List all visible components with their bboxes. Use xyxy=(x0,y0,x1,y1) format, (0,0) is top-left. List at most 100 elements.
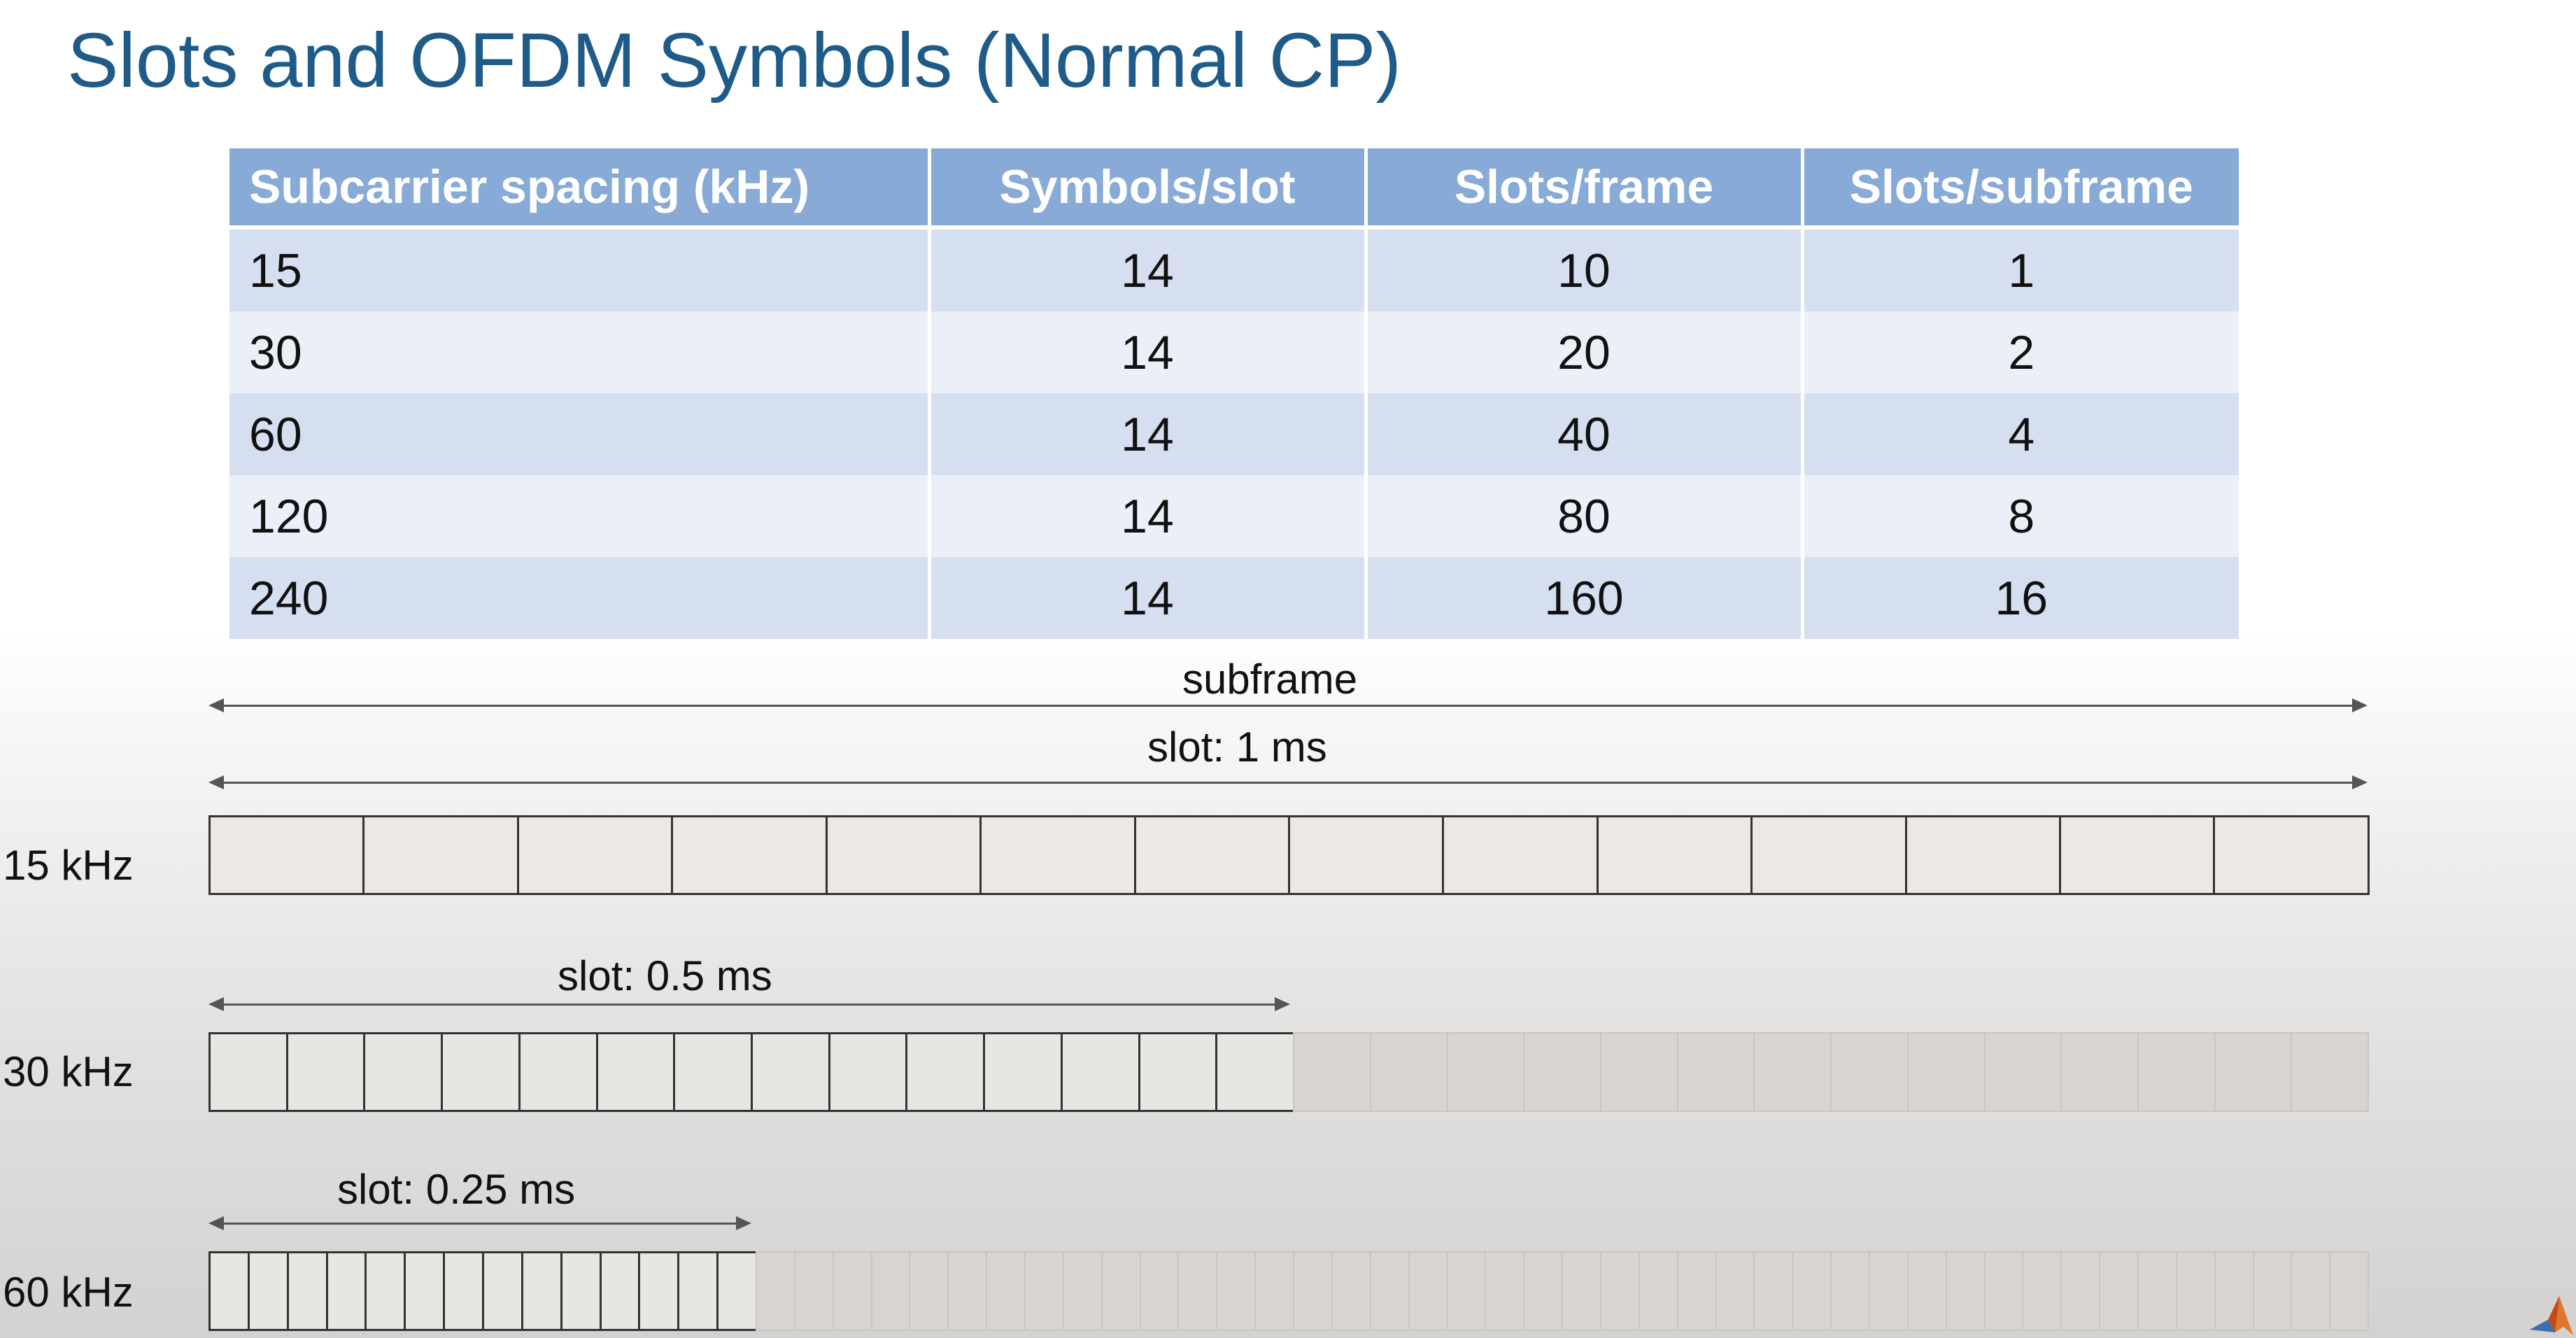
slide-title: Slots and OFDM Symbols (Normal CP) xyxy=(67,17,1402,104)
ofdm-symbol-cell xyxy=(521,1251,562,1331)
header-symbols-per-slot: Symbols/slot xyxy=(929,148,1368,230)
ofdm-symbol-cell-dimmed xyxy=(1868,1251,1909,1331)
ofdm-symbol-cell-dimmed xyxy=(1830,1251,1870,1331)
ofdm-symbol-cell xyxy=(673,1032,753,1112)
ofdm-symbol-cell xyxy=(516,815,674,895)
ofdm-symbol-cell-dimmed xyxy=(2214,1032,2293,1112)
ofdm-symbol-cell xyxy=(208,1251,250,1331)
ofdm-symbol-cell-dimmed xyxy=(1792,1251,1832,1331)
ofdm-symbol-cell xyxy=(404,1251,446,1331)
slot-duration-label-15khz: slot: 1 ms xyxy=(1147,724,1327,770)
ofdm-symbol-cell-dimmed xyxy=(1293,1032,1371,1112)
ofdm-symbol-cell xyxy=(247,1251,289,1331)
ofdm-symbol-cell xyxy=(825,815,982,895)
table-cell: 80 xyxy=(1366,475,1804,557)
ofdm-symbol-cell-dimmed xyxy=(1024,1251,1064,1331)
ofdm-symbol-cell xyxy=(482,1251,523,1331)
ofdm-symbol-cell xyxy=(1596,815,1753,895)
header-slots-per-subframe: Slots/subframe xyxy=(1802,148,2239,230)
slot-arrow-30khz xyxy=(208,996,1290,1013)
ofdm-symbol-cell-dimmed xyxy=(1293,1251,1333,1331)
ofdm-symbol-cell-dimmed xyxy=(1485,1251,1525,1331)
ofdm-symbol-cell xyxy=(286,1251,328,1331)
ofdm-symbol-cell xyxy=(716,1251,758,1331)
ofdm-symbol-cell xyxy=(363,1032,444,1112)
table-cell: 10 xyxy=(1366,227,1804,311)
table-cell: 2 xyxy=(1802,311,2239,393)
symbol-strip-30khz xyxy=(208,1032,2370,1112)
ofdm-symbol-cell-dimmed xyxy=(1599,1251,1640,1331)
header-slots-per-frame: Slots/frame xyxy=(1366,148,1804,230)
slot-arrow-60khz xyxy=(208,1215,751,1232)
ofdm-symbol-cell-dimmed xyxy=(2252,1251,2293,1331)
ofdm-symbol-cell xyxy=(441,1032,521,1112)
table-cell: 4 xyxy=(1802,393,2239,475)
ofdm-symbol-cell xyxy=(983,1032,1063,1112)
ofdm-symbol-cell-dimmed xyxy=(1101,1251,1141,1331)
ofdm-symbol-cell xyxy=(365,1251,406,1331)
table-row: 15 14 10 1 xyxy=(229,227,2239,311)
ofdm-symbol-cell xyxy=(599,1251,641,1331)
ofdm-symbol-cell-dimmed xyxy=(1523,1251,1564,1331)
ofdm-symbol-cell xyxy=(1133,815,1290,895)
ofdm-symbol-cell-dimmed xyxy=(2137,1032,2216,1112)
symbol-strip-15khz xyxy=(208,815,2370,895)
ofdm-symbol-cell-dimmed xyxy=(2214,1251,2254,1331)
table-row: 240 14 160 16 xyxy=(229,557,2239,639)
symbol-strip-60khz xyxy=(208,1251,2370,1331)
ofdm-symbol-cell xyxy=(638,1251,680,1331)
ofdm-symbol-cell-dimmed xyxy=(1446,1251,1487,1331)
ofdm-symbol-cell-dimmed xyxy=(2099,1251,2139,1331)
ofdm-symbol-cell xyxy=(443,1251,485,1331)
slot-duration-label-30khz: slot: 0.5 ms xyxy=(558,952,772,999)
table-cell: 30 xyxy=(229,311,931,393)
ofdm-symbol-cell xyxy=(1750,815,1907,895)
ofdm-symbol-cell-dimmed xyxy=(2060,1251,2101,1331)
table-cell: 14 xyxy=(929,227,1368,311)
header-subcarrier-spacing: Subcarrier spacing (kHz) xyxy=(229,148,931,230)
ofdm-symbol-cell xyxy=(905,1032,986,1112)
ofdm-symbol-cell-dimmed xyxy=(1983,1251,2024,1331)
table-cell: 14 xyxy=(929,557,1368,639)
ofdm-symbol-cell-dimmed xyxy=(1753,1251,1794,1331)
ofdm-symbol-cell-dimmed xyxy=(1676,1032,1755,1112)
ofdm-symbol-cell-dimmed xyxy=(1906,1032,1986,1112)
ofdm-symbol-cell-dimmed xyxy=(1599,1032,1678,1112)
ofdm-symbol-cell-dimmed xyxy=(1676,1251,1717,1331)
ofdm-symbol-cell xyxy=(1442,815,1599,895)
table-cell: 8 xyxy=(1802,475,2239,557)
table-header-row: Subcarrier spacing (kHz) Symbols/slot Sl… xyxy=(229,148,2239,230)
ofdm-symbol-cell xyxy=(1138,1032,1218,1112)
ofdm-symbol-cell-dimmed xyxy=(1715,1251,1755,1331)
ofdm-symbol-cell-dimmed xyxy=(1139,1251,1180,1331)
ofdm-symbol-cell-dimmed xyxy=(2329,1251,2370,1331)
table-row: 120 14 80 8 xyxy=(229,475,2239,557)
ofdm-symbol-cell xyxy=(828,1032,908,1112)
table-cell: 40 xyxy=(1366,393,1804,475)
ofdm-symbol-cell-dimmed xyxy=(832,1251,872,1331)
ofdm-symbol-cell xyxy=(671,815,828,895)
slot-duration-label-60khz: slot: 0.25 ms xyxy=(337,1166,576,1213)
table-cell: 15 xyxy=(229,227,931,311)
ofdm-symbol-cell xyxy=(285,1032,366,1112)
ofdm-symbol-cell-dimmed xyxy=(793,1251,834,1331)
spacing-label-30khz: 30 kHz xyxy=(3,1048,134,1095)
ofdm-symbol-cell-dimmed xyxy=(756,1251,795,1331)
table-cell: 14 xyxy=(929,311,1368,393)
ofdm-symbol-cell-dimmed xyxy=(1216,1251,1257,1331)
table-cell: 14 xyxy=(929,393,1368,475)
ofdm-symbol-cell xyxy=(362,815,519,895)
ofdm-symbol-cell-dimmed xyxy=(1331,1251,1371,1331)
ofdm-symbol-cell xyxy=(208,815,365,895)
ofdm-symbol-cell xyxy=(2213,815,2370,895)
ofdm-symbol-cell-dimmed xyxy=(1830,1032,1909,1112)
subframe-label: subframe xyxy=(1182,656,1358,703)
ofdm-symbol-cell-dimmed xyxy=(2060,1032,2139,1112)
table-cell: 120 xyxy=(229,475,931,557)
ofdm-symbol-cell xyxy=(751,1032,830,1112)
ofdm-symbol-cell-dimmed xyxy=(1062,1251,1103,1331)
table-cell: 160 xyxy=(1366,557,1804,639)
ofdm-symbol-cell xyxy=(595,1032,676,1112)
spacing-label-15khz: 15 kHz xyxy=(3,842,134,889)
ofdm-symbol-cell-dimmed xyxy=(2291,1032,2370,1112)
